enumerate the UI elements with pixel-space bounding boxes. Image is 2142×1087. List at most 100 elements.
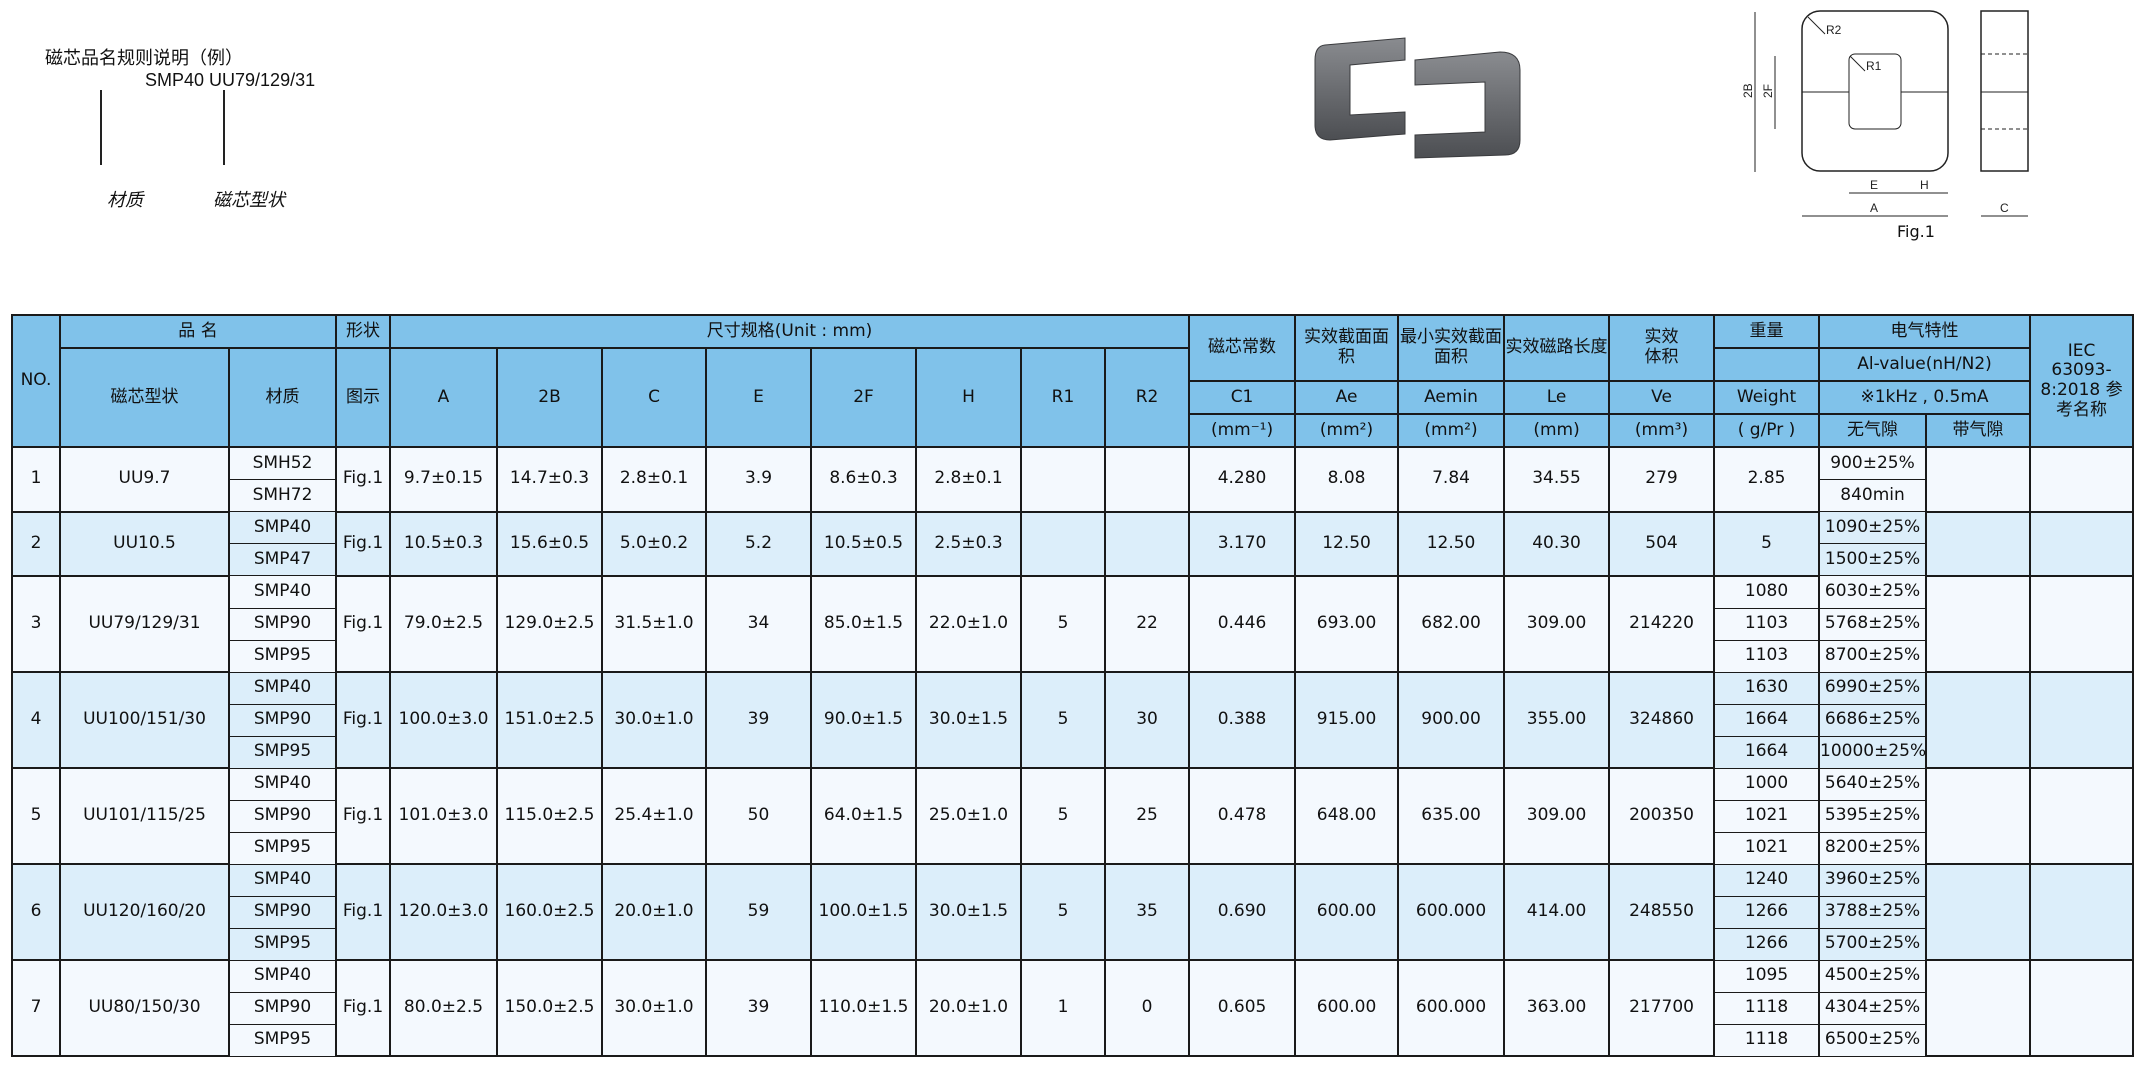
header-aemin-sym: Aemin <box>1397 380 1506 415</box>
cell-material: SMP90 <box>228 607 337 641</box>
unit-aemin: (mm²) <box>1397 413 1506 448</box>
cell-diagram: Fig.1 <box>335 446 391 513</box>
cell-material: SMP95 <box>228 735 337 769</box>
cell-dim-2b: 150.0±2.5 <box>496 959 603 1057</box>
header-dim-e: E <box>705 347 812 448</box>
header-le: 实效磁路长度 <box>1503 314 1611 382</box>
cell-dim-a: 100.0±3.0 <box>389 671 498 769</box>
header-no: NO. <box>11 314 61 448</box>
cell-diagram: Fig.1 <box>335 863 391 961</box>
fig-label-e: E <box>1870 178 1878 192</box>
cell-dim-c: 30.0±1.0 <box>601 671 707 769</box>
header-with-gap: 带气隙 <box>1925 413 2032 448</box>
cell-dim-e: 34 <box>705 574 812 673</box>
cell-al-no-gap: 4304±25% <box>1818 991 1928 1025</box>
cell-weight: 1095 <box>1713 959 1821 993</box>
cell-material: SMP95 <box>228 927 337 961</box>
header-electrical: 电气特性 <box>1818 314 2032 349</box>
material-label: 材质 <box>107 190 143 211</box>
cell-material: SMP40 <box>228 575 337 609</box>
cell-core-shape: UU80/150/30 <box>59 959 230 1057</box>
cell-ve: 248550 <box>1608 863 1716 961</box>
cell-weight: 1021 <box>1713 799 1821 833</box>
cell-no: 2 <box>11 510 61 577</box>
cell-dim-r2 <box>1103 446 1191 513</box>
cell-weight: 1118 <box>1713 1023 1821 1057</box>
cell-dim-a: 120.0±3.0 <box>389 863 498 961</box>
cell-core-shape: UU9.7 <box>59 446 230 513</box>
cell-al-with-gap <box>1925 767 2032 865</box>
cell-core-shape: UU10.5 <box>59 510 230 577</box>
cell-al-no-gap: 1500±25% <box>1818 543 1928 576</box>
header-aemin: 最小实效截面面积 <box>1397 314 1506 382</box>
unit-c1: (mm⁻¹) <box>1188 413 1297 448</box>
cell-material: SMP40 <box>228 863 337 897</box>
cell-dim-r2: 25 <box>1103 767 1191 865</box>
cell-al-no-gap: 10000±25% <box>1818 735 1928 769</box>
cell-diagram: Fig.1 <box>335 671 391 769</box>
header-dim-r1: R1 <box>1020 347 1106 448</box>
cell-dim-h: 22.0±1.0 <box>915 574 1022 673</box>
cell-al-no-gap: 5640±25% <box>1818 767 1928 801</box>
fig-label-a: A <box>1870 201 1878 215</box>
cell-dim-2f: 8.6±0.3 <box>810 446 917 513</box>
cell-weight: 1080 <box>1713 575 1821 609</box>
cell-dim-2f: 90.0±1.5 <box>810 671 917 769</box>
header-shape: 形状 <box>335 314 391 349</box>
cell-c1: 4.280 <box>1188 446 1297 513</box>
header-weight-blank <box>1713 347 1821 382</box>
unit-weight: ( g/Pr ) <box>1713 413 1821 448</box>
cell-le: 309.00 <box>1503 767 1611 865</box>
header-product-name: 品 名 <box>59 314 337 349</box>
cell-dim-r1: 5 <box>1020 671 1106 769</box>
cell-ve: 504 <box>1608 510 1716 577</box>
cell-material: SMP95 <box>228 1023 337 1057</box>
header-le-sym: Le <box>1503 380 1611 415</box>
cell-dim-h: 25.0±1.0 <box>915 767 1022 865</box>
cell-weight: 1000 <box>1713 767 1821 801</box>
table-row: SMP90 1664 6686±25% <box>12 703 2133 737</box>
cell-aemin: 635.00 <box>1397 767 1506 865</box>
cell-al-no-gap: 6500±25% <box>1818 1023 1928 1057</box>
table-body: 1 UU9.7 SMH52 Fig.1 9.7±0.15 14.7±0.3 2.8±0.1 3… <box>11 446 2135 1057</box>
cell-diagram: Fig.1 <box>335 767 391 865</box>
cell-weight: 1103 <box>1713 607 1821 641</box>
cell-dim-r1: 1 <box>1020 959 1106 1057</box>
shape-pointer-line <box>223 90 225 165</box>
cell-ve: 200350 <box>1608 767 1716 865</box>
header-weight-cn: 重量 <box>1713 314 1821 349</box>
cell-dim-c: 2.8±0.1 <box>601 446 707 513</box>
cell-al-no-gap: 5700±25% <box>1818 927 1928 961</box>
naming-rule-example: SMP40 UU79/129/31 <box>145 70 316 90</box>
cell-material: SMP90 <box>228 991 337 1025</box>
cell-ve: 214220 <box>1608 574 1716 673</box>
cell-dim-2b: 14.7±0.3 <box>496 446 603 513</box>
cell-dim-2b: 115.0±2.5 <box>496 767 603 865</box>
cell-al-no-gap: 8200±25% <box>1818 831 1928 865</box>
cell-ve: 324860 <box>1608 671 1716 769</box>
header-dim-2f: 2F <box>810 347 917 448</box>
cell-iec-name <box>2029 574 2135 673</box>
cell-iec-name <box>2029 767 2135 865</box>
cell-al-no-gap: 900±25% <box>1818 446 1928 480</box>
cell-iec-name <box>2029 671 2135 769</box>
cell-material: SMP40 <box>228 671 337 705</box>
cell-le: 414.00 <box>1503 863 1611 961</box>
table-row: 7 UU80/150/30 SMP40 Fig.1 80.0±2.5 150.0±2.5 3… <box>11 959 2135 1057</box>
cell-dim-a: 9.7±0.15 <box>389 446 498 513</box>
cell-ae: 600.00 <box>1294 959 1400 1057</box>
cell-dim-2f: 110.0±1.5 <box>810 959 917 1057</box>
cell-material: SMH52 <box>228 446 337 480</box>
cell-dim-r1: 5 <box>1020 574 1106 673</box>
cell-weight: 2.85 <box>1713 446 1821 513</box>
table-row: SMP95 1664 10000±25% <box>12 735 2133 769</box>
header-dim-c: C <box>601 347 707 448</box>
cell-ve: 217700 <box>1608 959 1716 1057</box>
header-dim-h: H <box>915 347 1022 448</box>
cell-le: 309.00 <box>1503 574 1611 673</box>
cell-dim-2b: 160.0±2.5 <box>496 863 603 961</box>
cell-al-no-gap: 5395±25% <box>1818 799 1928 833</box>
cell-material: SMH72 <box>228 479 337 512</box>
cell-dim-r1: 5 <box>1020 767 1106 865</box>
cell-le: 355.00 <box>1503 671 1611 769</box>
